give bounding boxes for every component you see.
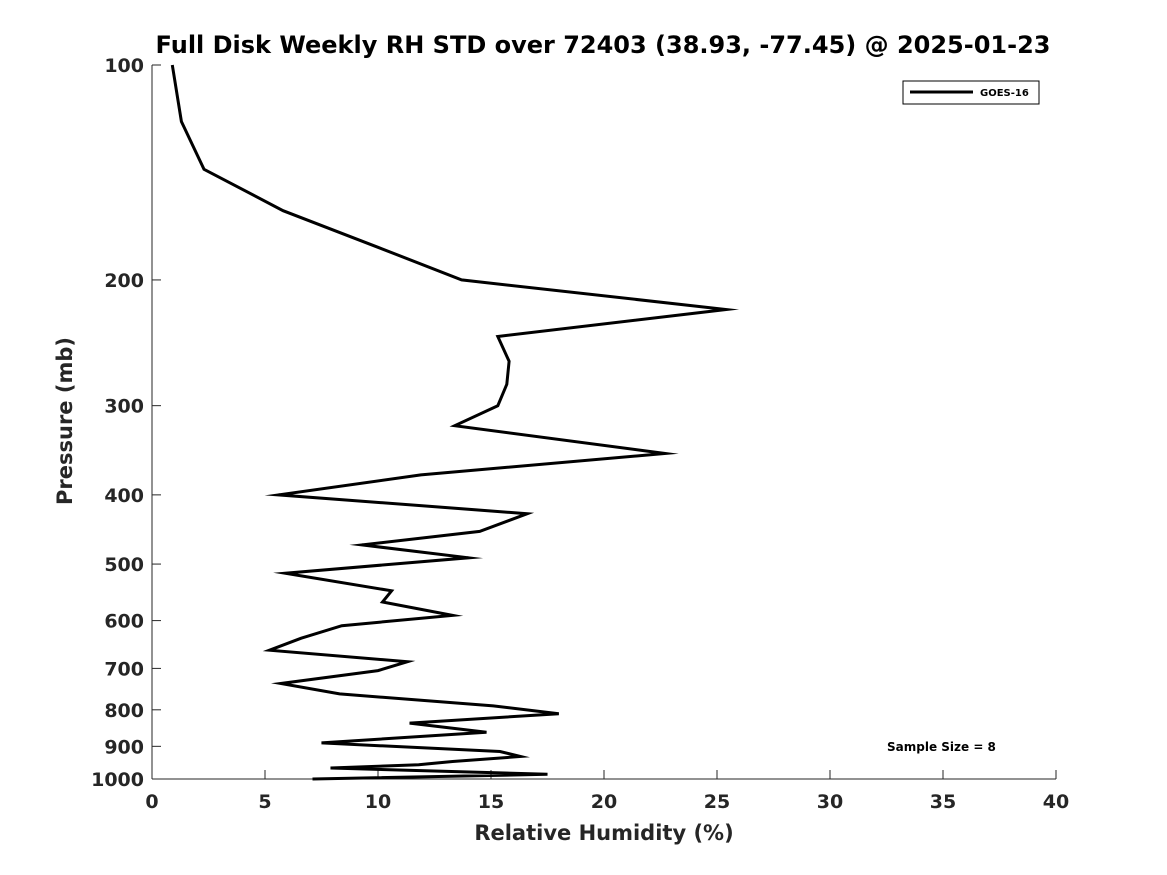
y-tick-label: 600 bbox=[104, 611, 144, 633]
legend-label-goes-16: GOES-16 bbox=[980, 88, 1029, 99]
x-tick-label: 0 bbox=[145, 791, 158, 813]
x-tick-label: 30 bbox=[817, 791, 843, 813]
y-tick-label: 100 bbox=[104, 55, 144, 77]
x-tick-label: 35 bbox=[930, 791, 956, 813]
x-tick-label: 20 bbox=[591, 791, 617, 813]
x-tick-label: 15 bbox=[478, 791, 504, 813]
y-tick-label: 400 bbox=[104, 485, 144, 507]
y-axis-label: Pressure (mb) bbox=[53, 337, 77, 505]
x-tick-label: 5 bbox=[258, 791, 271, 813]
series-layer bbox=[170, 64, 740, 781]
y-tick-label: 800 bbox=[104, 700, 144, 722]
y-tick-label: 900 bbox=[104, 736, 144, 758]
y-tick-label: 200 bbox=[104, 270, 144, 292]
x-tick-label: 40 bbox=[1043, 791, 1069, 813]
y-tick-label: 1000 bbox=[91, 769, 144, 791]
x-tick-label: 25 bbox=[704, 791, 730, 813]
x-tick-label: 10 bbox=[365, 791, 391, 813]
chart-title: Full Disk Weekly RH STD over 72403 (38.9… bbox=[156, 31, 1051, 59]
series-line-goes-16 bbox=[170, 64, 740, 781]
y-tick-label: 700 bbox=[104, 658, 144, 680]
y-tick-label: 500 bbox=[104, 554, 144, 576]
legend: GOES-16 bbox=[902, 80, 1040, 105]
sample-size-annotation: Sample Size = 8 bbox=[887, 740, 996, 754]
x-axis-label: Relative Humidity (%) bbox=[474, 821, 733, 845]
axes: 0 5 10 15 20 25 30 35 40 100 200 300 400 500 600 700 800… bbox=[91, 55, 1069, 813]
y-tick-label: 300 bbox=[104, 396, 144, 418]
